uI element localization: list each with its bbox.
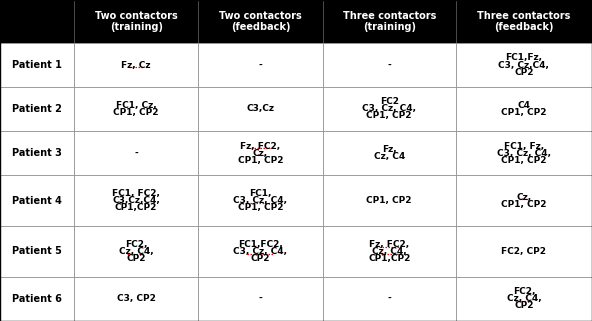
- Text: Fz, FC2,: Fz, FC2,: [369, 240, 409, 249]
- Text: CP1, CP2: CP1, CP2: [501, 108, 546, 117]
- Text: Patient 3: Patient 3: [12, 148, 62, 158]
- Bar: [456, 131, 592, 175]
- Bar: [0, 175, 74, 226]
- Text: C3,Cz,C4,: C3,Cz,C4,: [112, 196, 160, 205]
- Bar: [74, 175, 198, 226]
- Text: Two contactors
(training): Two contactors (training): [95, 11, 178, 32]
- Bar: [323, 43, 456, 87]
- Bar: [198, 175, 323, 226]
- Bar: [198, 131, 323, 175]
- Text: -: -: [259, 60, 262, 70]
- Text: Cz, C4,: Cz, C4,: [372, 247, 407, 256]
- Text: C4: C4: [517, 101, 530, 110]
- Text: CP1,CP2: CP1,CP2: [368, 254, 410, 263]
- Bar: [323, 131, 456, 175]
- Text: FC1,Fz,: FC1,Fz,: [506, 53, 542, 63]
- Text: FC2,: FC2,: [513, 287, 535, 296]
- Text: -: -: [387, 294, 391, 303]
- Text: CP1, CP2: CP1, CP2: [114, 108, 159, 117]
- Text: Patient 5: Patient 5: [12, 246, 62, 256]
- Text: CP1, CP2: CP1, CP2: [238, 156, 283, 165]
- Bar: [74, 277, 198, 321]
- Bar: [323, 175, 456, 226]
- Text: FC1,: FC1,: [249, 189, 272, 198]
- Text: C3, Cz, C4,: C3, Cz, C4,: [233, 247, 288, 256]
- Bar: [0, 277, 74, 321]
- Text: Cz, C4: Cz, C4: [374, 152, 405, 161]
- Text: CP1, CP2: CP1, CP2: [366, 111, 412, 120]
- Bar: [198, 277, 323, 321]
- Bar: [0, 226, 74, 277]
- Bar: [323, 277, 456, 321]
- Bar: [456, 226, 592, 277]
- Text: Cz, C4,: Cz, C4,: [119, 247, 153, 256]
- Text: Two contactors
(feedback): Two contactors (feedback): [219, 11, 302, 32]
- Bar: [0, 0, 74, 43]
- Text: Three contactors
(training): Three contactors (training): [343, 11, 436, 32]
- Bar: [74, 43, 198, 87]
- Text: Patient 2: Patient 2: [12, 104, 62, 114]
- Text: -: -: [259, 294, 262, 303]
- Text: C3,Cz: C3,Cz: [246, 104, 275, 113]
- Text: Patient 6: Patient 6: [12, 294, 62, 304]
- Bar: [198, 0, 323, 43]
- Bar: [323, 87, 456, 131]
- Text: Fz, FC2,: Fz, FC2,: [240, 142, 281, 151]
- Text: CP2: CP2: [514, 301, 533, 310]
- Text: CP1,CP2: CP1,CP2: [115, 203, 157, 212]
- Bar: [198, 226, 323, 277]
- Text: Fz, Cz: Fz, Cz: [121, 60, 151, 70]
- Bar: [323, 0, 456, 43]
- Bar: [0, 43, 74, 87]
- Bar: [456, 0, 592, 43]
- Text: -: -: [387, 60, 391, 70]
- Bar: [456, 87, 592, 131]
- Text: FC1, Cz,: FC1, Cz,: [116, 101, 156, 110]
- Bar: [198, 87, 323, 131]
- Bar: [74, 226, 198, 277]
- Text: CP1, CP2: CP1, CP2: [501, 200, 546, 209]
- Bar: [456, 43, 592, 87]
- Text: Patient 1: Patient 1: [12, 60, 62, 70]
- Bar: [456, 175, 592, 226]
- Text: C3, Cz, C4,: C3, Cz, C4,: [362, 104, 416, 113]
- Text: CP2: CP2: [514, 67, 533, 77]
- Bar: [198, 43, 323, 87]
- Text: -: -: [134, 149, 138, 158]
- Text: CP1, CP2: CP1, CP2: [366, 196, 412, 205]
- Text: FC1, Fz,: FC1, Fz,: [504, 142, 544, 151]
- Bar: [0, 87, 74, 131]
- Text: C3, Cz, C4,: C3, Cz, C4,: [497, 149, 551, 158]
- Bar: [0, 131, 74, 175]
- Text: CP1, CP2: CP1, CP2: [238, 203, 283, 212]
- Bar: [456, 277, 592, 321]
- Text: FC2, CP2: FC2, CP2: [501, 247, 546, 256]
- Bar: [74, 131, 198, 175]
- Text: FC2: FC2: [379, 97, 399, 106]
- Text: FC1, FC2,: FC1, FC2,: [112, 189, 160, 198]
- Text: CP2: CP2: [251, 254, 270, 263]
- Text: Cz,: Cz,: [253, 149, 268, 158]
- Text: FC1,FC2,: FC1,FC2,: [238, 240, 283, 249]
- Bar: [323, 226, 456, 277]
- Text: Cz,: Cz,: [516, 193, 532, 202]
- Text: C3, Cz, C4,: C3, Cz, C4,: [233, 196, 288, 205]
- Text: Three contactors
(feedback): Three contactors (feedback): [477, 11, 571, 32]
- Bar: [74, 87, 198, 131]
- Text: Cz, C4,: Cz, C4,: [507, 294, 541, 303]
- Text: FC2,: FC2,: [125, 240, 147, 249]
- Text: C3, CP2: C3, CP2: [117, 294, 156, 303]
- Text: Fz,: Fz,: [382, 145, 397, 154]
- Text: C3, Cz,C4,: C3, Cz,C4,: [498, 60, 549, 70]
- Bar: [74, 0, 198, 43]
- Text: Patient 4: Patient 4: [12, 195, 62, 206]
- Text: CP1, CP2: CP1, CP2: [501, 156, 546, 165]
- Text: CP2: CP2: [127, 254, 146, 263]
